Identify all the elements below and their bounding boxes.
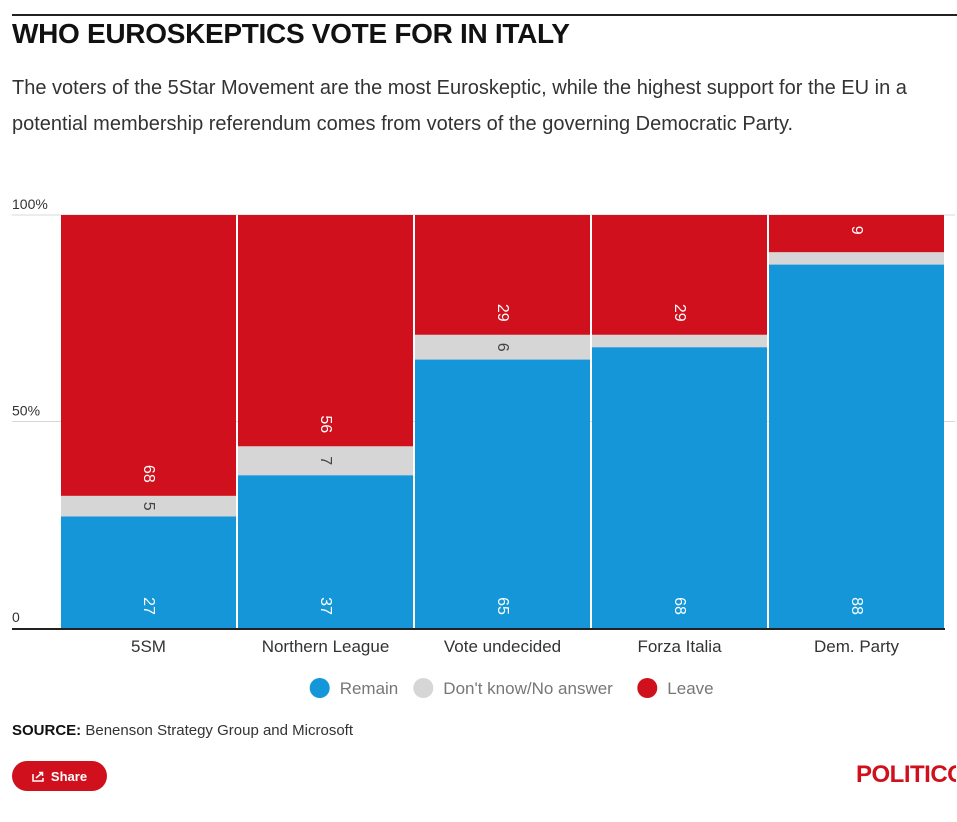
legend-label: Remain (340, 679, 399, 698)
data-label: 5 (140, 502, 157, 511)
x-tick-label: Northern League (262, 637, 390, 656)
y-tick-label: 50% (12, 403, 40, 419)
data-label: 68 (671, 597, 688, 615)
bar-segment (592, 215, 767, 335)
bar-segment (769, 215, 944, 253)
data-label: 29 (494, 304, 511, 322)
bar-segment (415, 359, 590, 628)
y-tick-label: 100% (12, 196, 48, 212)
bar-segment (61, 215, 236, 496)
source-label: SOURCE: (12, 722, 82, 739)
bar-segment (592, 334, 767, 348)
bar-segment (769, 252, 944, 265)
bar-segment (592, 347, 767, 628)
bar-segment (769, 264, 944, 628)
x-tick-label: Vote undecided (444, 637, 561, 656)
share-icon (32, 771, 44, 782)
bar-segment (238, 446, 413, 476)
data-label: 65 (494, 597, 511, 615)
data-label: 68 (140, 465, 157, 483)
source-line: SOURCE: Benenson Strategy Group and Micr… (12, 722, 353, 739)
stacked-bar-chart: 0 50% 100% 27 5 68 5SM 37 7 56 Northern League 65 6 2… (12, 196, 955, 698)
data-label: 7 (317, 456, 334, 465)
x-tick-label: 5SM (131, 637, 166, 656)
top-rule (12, 14, 957, 16)
legend-swatch (413, 678, 434, 698)
data-label: 29 (671, 304, 688, 322)
share-label: Share (50, 768, 88, 784)
data-label: 88 (848, 597, 865, 615)
data-label: 9 (848, 226, 865, 235)
bar-segment (238, 475, 413, 628)
legend-label: Leave (667, 679, 713, 698)
bar-segment (415, 215, 590, 335)
source-text: Benenson Strategy Group and Microsoft (85, 722, 353, 739)
data-label: 56 (317, 415, 334, 433)
bar-segment (238, 215, 413, 447)
chart-subtitle: The voters of the 5Star Movement are the… (12, 77, 907, 135)
data-label: 27 (140, 597, 157, 615)
data-label: 6 (494, 343, 511, 352)
share-button[interactable]: Share (12, 761, 107, 791)
chart-title: WHO EUROSKEPTICS VOTE FOR IN ITALY (12, 18, 570, 49)
bar-segment (415, 334, 590, 360)
legend-swatch (309, 678, 330, 698)
data-label: 37 (317, 597, 334, 615)
legend-label: Don't know/No answer (443, 679, 613, 698)
bar-segment (61, 516, 236, 628)
bar-segment (61, 495, 236, 517)
x-tick-label: Dem. Party (814, 637, 900, 656)
y-tick-label: 0 (12, 609, 20, 625)
x-tick-label: Forza Italia (637, 637, 722, 656)
politico-logo: POLITICO (856, 761, 956, 788)
legend-swatch (637, 678, 658, 698)
